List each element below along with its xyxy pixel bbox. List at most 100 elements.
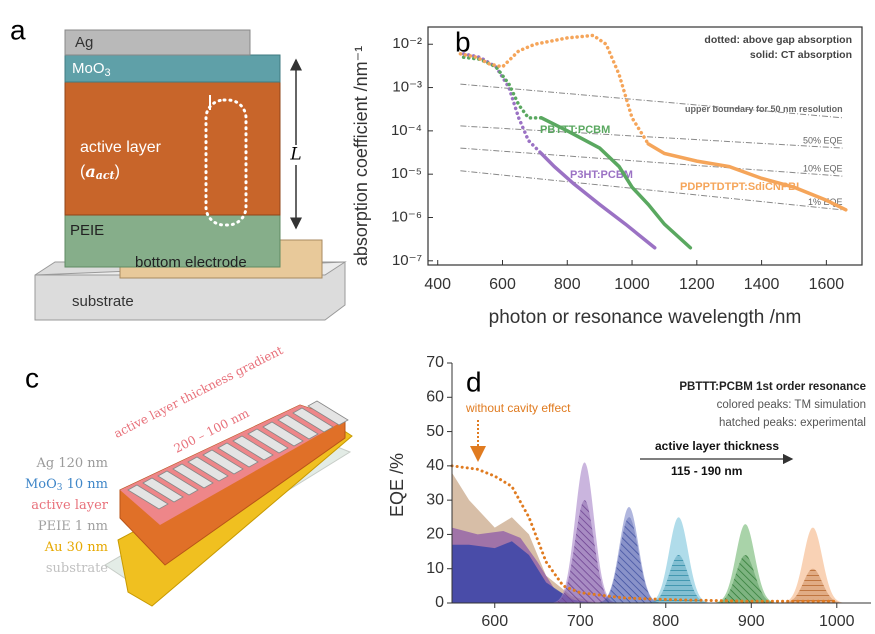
text-part: ( — [80, 163, 86, 180]
ag-stripe — [202, 449, 244, 475]
x-axis-title: photon or resonance wavelength /nm — [489, 307, 802, 328]
x-tick-label: 800 — [652, 613, 679, 630]
background-area — [452, 541, 598, 603]
ag-stripe — [172, 463, 214, 489]
peak — [640, 555, 717, 603]
y-tick-label: 40 — [426, 457, 444, 474]
series-label: P3HT:PCBM — [570, 169, 633, 181]
x-tick-label: 1400 — [744, 276, 780, 293]
reference-label: 10% EQE — [803, 164, 843, 174]
text-part: MoO — [72, 60, 105, 77]
ag-stripe — [307, 400, 349, 426]
layer-legend-entry: active layer — [31, 498, 109, 513]
y-tick-label: 50 — [426, 423, 444, 440]
reference-label: upper boundary for 50 nm resolution — [685, 104, 843, 114]
layer-label: active layer — [80, 139, 162, 156]
layer-label: bottom electrode — [135, 254, 247, 271]
annotation: colored peaks: TM simulation — [717, 399, 866, 411]
plot-frame — [427, 26, 863, 266]
panel-a: L a Ag MoO3 active layer (aact) PEIE bot… — [10, 14, 347, 321]
subscript: 3 — [105, 67, 111, 79]
peie-layer — [64, 214, 281, 268]
series-solid — [539, 151, 657, 250]
annotation: PBTTT:PCBM 1st order resonance — [679, 381, 866, 393]
layer-symbol: (aact) — [80, 162, 120, 183]
layer-label: substrate — [72, 293, 134, 310]
y-tick-label: 10⁻⁶ — [391, 208, 422, 225]
panel-c: c active layer thickness gradient 200 – … — [25, 343, 353, 607]
y-tick-label: 10⁻³ — [392, 79, 422, 96]
peak — [707, 555, 783, 603]
x-tick-label: 800 — [554, 276, 581, 293]
y-tick-label: 10⁻⁵ — [391, 165, 422, 182]
x-tick-label: 400 — [424, 276, 451, 293]
layer-label: PEIE — [70, 222, 104, 239]
x-tick-label: 1000 — [614, 276, 650, 293]
text-part: Ag 120 nm — [36, 456, 109, 471]
panel-b: 400 600 800 1000 1200 1400 1600 10⁻⁷ 10⁻⁶ 10⁻⁵ 10⁻… — [351, 26, 863, 328]
y-tick-label: 10⁻⁷ — [392, 252, 422, 269]
annotation: 115 - 190 nm — [671, 464, 742, 478]
x-tick-label: 600 — [481, 613, 508, 630]
y-tick-label: 60 — [426, 389, 444, 406]
text-part: 10 nm — [62, 477, 108, 492]
x-tick-label: 1000 — [819, 613, 855, 630]
text-part: a — [85, 162, 95, 181]
reference-line — [460, 125, 843, 149]
ag-stripe — [127, 484, 169, 510]
text-part: Au 30 nm — [44, 540, 108, 555]
text-part: substrate — [46, 561, 108, 576]
ag-stripe — [142, 477, 184, 503]
ag-stripe — [262, 421, 304, 447]
reference-label: 1% EQE — [808, 197, 843, 207]
reference-line — [460, 170, 843, 211]
layer-legend-entry: substrate — [46, 561, 108, 576]
y-tick-label: 10⁻² — [392, 35, 422, 52]
panel-label: b — [455, 26, 471, 57]
ag-stripes — [127, 400, 349, 510]
panel-label: d — [466, 366, 482, 397]
panel-label: a — [10, 14, 26, 45]
layer-label: Ag — [75, 34, 93, 51]
annotation: dotted: above gap absorption — [704, 34, 852, 46]
y-axis-title: EQE /% — [387, 453, 407, 517]
x-tick-label: 1600 — [809, 276, 845, 293]
subscript: 3 — [57, 483, 63, 493]
layer-legend-entry: Au 30 nm — [44, 540, 108, 555]
annotation: solid: CT absorption — [750, 49, 852, 61]
ag-stripe — [187, 456, 229, 482]
ag-stripe — [217, 442, 259, 468]
layer-legend: Ag 120 nm MoO3 10 nm active layer PEIE 1 nm… — [25, 456, 109, 576]
series-label: PBTTT:PCBM — [540, 124, 610, 136]
y-tick-label: 0 — [435, 594, 444, 611]
annotation: active layer thickness — [655, 439, 779, 453]
ag-layer — [64, 29, 251, 56]
subscript: act — [96, 169, 115, 182]
ag-stripe — [292, 407, 334, 433]
text-part: MoO — [25, 477, 57, 492]
no-cavity-line — [450, 464, 839, 603]
reference-label: 50% EQE — [803, 135, 843, 145]
reference-line — [460, 83, 843, 119]
annotation: without cavity effect — [465, 401, 571, 415]
x-tick-label: 1200 — [679, 276, 715, 293]
series-label: PDPPTDTPT:SdiCNPBI — [680, 181, 799, 193]
y-tick-label: 70 — [426, 354, 444, 371]
series-dotted — [461, 52, 544, 156]
x-tick-label: 700 — [567, 613, 594, 630]
y-tick-label: 10 — [426, 560, 444, 577]
layer-legend-entry: MoO3 10 nm — [25, 477, 108, 493]
series-solid — [539, 116, 693, 250]
y-tick-label: 30 — [426, 491, 444, 508]
x-tick-label: 600 — [489, 276, 516, 293]
reference-line — [460, 147, 843, 177]
ag-stripe — [247, 428, 289, 454]
peak — [775, 568, 851, 603]
thickness-label: L — [289, 145, 301, 165]
ag-stripe — [157, 470, 199, 496]
annotation: hatched peaks: experimental — [719, 417, 866, 429]
layer-legend-entry: Ag 120 nm — [36, 456, 109, 471]
layer-legend-entry: PEIE 1 nm — [38, 519, 108, 534]
series-solid — [646, 142, 848, 212]
